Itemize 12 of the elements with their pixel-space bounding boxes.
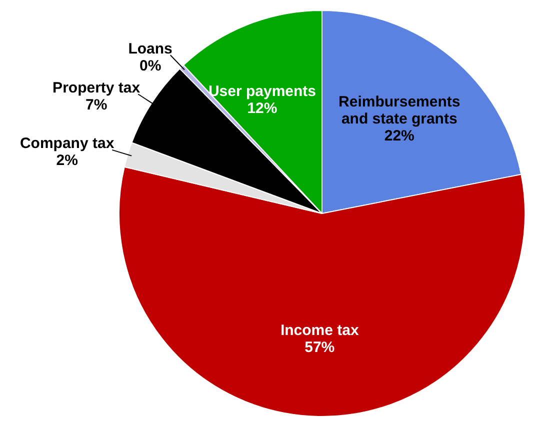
- slice-label: Loans: [128, 40, 172, 58]
- data-label: 12%: [247, 100, 278, 117]
- slice-label: Reimbursements and state grants: [338, 94, 460, 128]
- slice-label: Income tax: [280, 322, 360, 339]
- data-label: 7%: [85, 96, 108, 114]
- data-label: 2%: [56, 152, 78, 170]
- data-label: 0%: [139, 57, 162, 74]
- slice-label: Company tax: [20, 135, 115, 152]
- slice-label: User payments: [208, 82, 316, 100]
- slice-label: Property tax: [52, 79, 141, 96]
- data-label: 22%: [384, 128, 414, 145]
- data-label: 57%: [304, 338, 335, 356]
